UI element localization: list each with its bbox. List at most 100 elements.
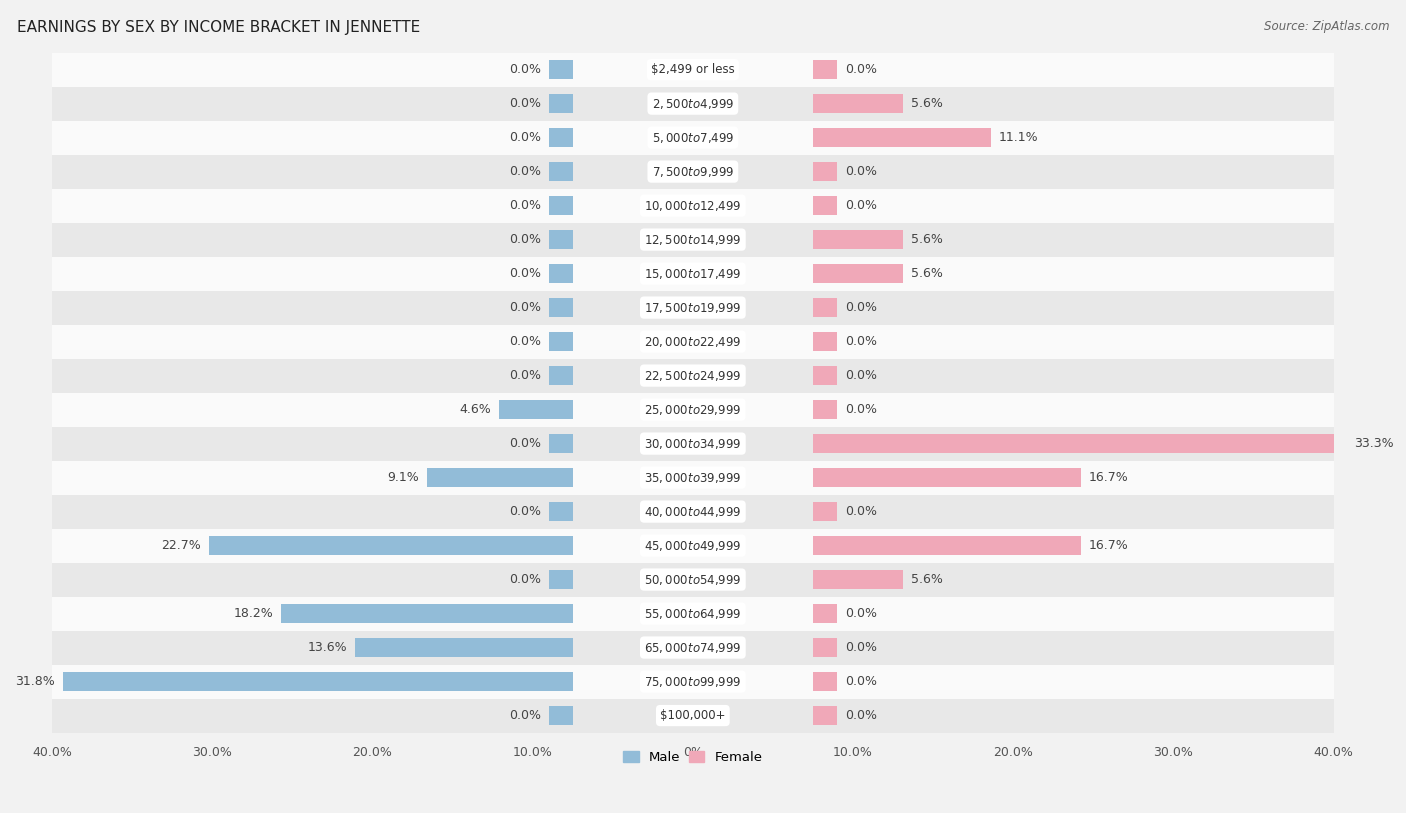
FancyBboxPatch shape: [52, 427, 1334, 461]
Text: 0.0%: 0.0%: [509, 437, 541, 450]
Text: 0.0%: 0.0%: [509, 301, 541, 314]
FancyBboxPatch shape: [52, 494, 1334, 528]
FancyBboxPatch shape: [52, 154, 1334, 189]
Bar: [548, 366, 572, 385]
FancyBboxPatch shape: [52, 528, 1334, 563]
Text: $65,000 to $74,999: $65,000 to $74,999: [644, 641, 741, 654]
Bar: [548, 163, 572, 181]
Text: EARNINGS BY SEX BY INCOME BRACKET IN JENNETTE: EARNINGS BY SEX BY INCOME BRACKET IN JEN…: [17, 20, 420, 35]
Text: $30,000 to $34,999: $30,000 to $34,999: [644, 437, 741, 450]
Bar: [499, 400, 572, 419]
Bar: [813, 366, 837, 385]
Bar: [813, 672, 837, 691]
Text: 0.0%: 0.0%: [845, 675, 877, 688]
FancyBboxPatch shape: [52, 324, 1334, 359]
FancyBboxPatch shape: [52, 87, 1334, 120]
Text: 0.0%: 0.0%: [845, 199, 877, 212]
Text: $75,000 to $99,999: $75,000 to $99,999: [644, 675, 741, 689]
Bar: [813, 434, 1347, 453]
Text: 16.7%: 16.7%: [1088, 471, 1128, 484]
FancyBboxPatch shape: [52, 290, 1334, 324]
Text: 0.0%: 0.0%: [509, 369, 541, 382]
Legend: Male, Female: Male, Female: [617, 746, 768, 769]
FancyBboxPatch shape: [52, 664, 1334, 698]
Text: 4.6%: 4.6%: [460, 403, 491, 416]
Bar: [813, 196, 837, 215]
Text: 0.0%: 0.0%: [845, 641, 877, 654]
Text: 11.1%: 11.1%: [998, 131, 1039, 144]
Text: 0.0%: 0.0%: [845, 709, 877, 722]
Text: 0.0%: 0.0%: [845, 63, 877, 76]
Bar: [813, 163, 837, 181]
Text: 0.0%: 0.0%: [845, 403, 877, 416]
Text: 0.0%: 0.0%: [509, 505, 541, 518]
FancyBboxPatch shape: [52, 120, 1334, 154]
Text: $100,000+: $100,000+: [659, 709, 725, 722]
Bar: [548, 60, 572, 79]
Text: 0.0%: 0.0%: [845, 165, 877, 178]
Bar: [548, 128, 572, 147]
FancyBboxPatch shape: [52, 698, 1334, 733]
Text: Source: ZipAtlas.com: Source: ZipAtlas.com: [1264, 20, 1389, 33]
Text: $40,000 to $44,999: $40,000 to $44,999: [644, 505, 741, 519]
Bar: [354, 638, 572, 657]
Bar: [548, 196, 572, 215]
Bar: [813, 706, 837, 725]
Bar: [63, 672, 572, 691]
Text: 0.0%: 0.0%: [509, 335, 541, 348]
Bar: [548, 570, 572, 589]
Bar: [813, 537, 1081, 555]
Text: $22,500 to $24,999: $22,500 to $24,999: [644, 368, 741, 383]
Text: 33.3%: 33.3%: [1354, 437, 1395, 450]
Text: 0.0%: 0.0%: [509, 267, 541, 280]
FancyBboxPatch shape: [52, 461, 1334, 494]
Text: 0.0%: 0.0%: [509, 97, 541, 110]
Text: $2,499 or less: $2,499 or less: [651, 63, 735, 76]
Text: $2,500 to $4,999: $2,500 to $4,999: [651, 97, 734, 111]
Bar: [209, 537, 572, 555]
Text: $50,000 to $54,999: $50,000 to $54,999: [644, 572, 741, 586]
Text: 5.6%: 5.6%: [911, 573, 942, 586]
Text: 5.6%: 5.6%: [911, 97, 942, 110]
Text: 0.0%: 0.0%: [509, 199, 541, 212]
Bar: [281, 604, 572, 623]
Text: $5,000 to $7,499: $5,000 to $7,499: [651, 131, 734, 145]
Text: $12,500 to $14,999: $12,500 to $14,999: [644, 233, 741, 246]
Text: 0.0%: 0.0%: [845, 301, 877, 314]
Bar: [548, 298, 572, 317]
Text: $45,000 to $49,999: $45,000 to $49,999: [644, 538, 741, 553]
Text: $55,000 to $64,999: $55,000 to $64,999: [644, 606, 741, 620]
Text: 0.0%: 0.0%: [509, 709, 541, 722]
FancyBboxPatch shape: [52, 563, 1334, 597]
Bar: [813, 230, 903, 249]
Text: 18.2%: 18.2%: [233, 607, 273, 620]
FancyBboxPatch shape: [52, 257, 1334, 290]
Text: 0.0%: 0.0%: [845, 369, 877, 382]
Bar: [548, 434, 572, 453]
Bar: [813, 60, 837, 79]
Bar: [813, 604, 837, 623]
Text: 13.6%: 13.6%: [307, 641, 347, 654]
FancyBboxPatch shape: [52, 359, 1334, 393]
Text: 0.0%: 0.0%: [509, 131, 541, 144]
Bar: [548, 230, 572, 249]
Bar: [813, 333, 837, 351]
Bar: [813, 570, 903, 589]
Bar: [548, 94, 572, 113]
Text: $20,000 to $22,499: $20,000 to $22,499: [644, 335, 741, 349]
Text: $15,000 to $17,499: $15,000 to $17,499: [644, 267, 741, 280]
Bar: [548, 706, 572, 725]
Text: $25,000 to $29,999: $25,000 to $29,999: [644, 402, 741, 416]
Text: 0.0%: 0.0%: [509, 573, 541, 586]
Bar: [813, 94, 903, 113]
Bar: [813, 502, 837, 521]
Text: 0.0%: 0.0%: [509, 233, 541, 246]
Text: 0.0%: 0.0%: [509, 165, 541, 178]
Bar: [813, 400, 837, 419]
Bar: [548, 502, 572, 521]
FancyBboxPatch shape: [52, 223, 1334, 257]
Text: 5.6%: 5.6%: [911, 267, 942, 280]
Text: 22.7%: 22.7%: [162, 539, 201, 552]
Text: 5.6%: 5.6%: [911, 233, 942, 246]
Text: 31.8%: 31.8%: [15, 675, 55, 688]
